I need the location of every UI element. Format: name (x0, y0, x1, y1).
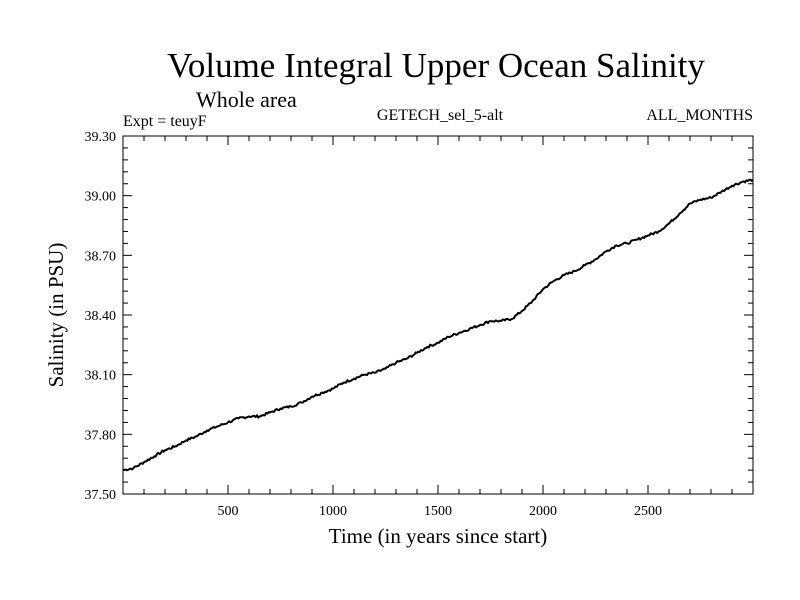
y-tick-label: 39.00 (85, 190, 117, 205)
months-label: ALL_MONTHS (646, 107, 753, 124)
y-tick-label: 38.10 (85, 369, 117, 384)
y-tick-label: 38.40 (85, 309, 117, 324)
series-line-salinity (122, 178, 754, 472)
chart-title: Volume Integral Upper Ocean Salinity (167, 46, 705, 85)
x-axis: 500 1000 1500 2000 2500 (143, 136, 733, 519)
dataset-label: GETECH_sel_5-alt (377, 107, 504, 124)
experiment-label: Expt = teuyF (123, 113, 207, 130)
x-tick-label: 2500 (634, 504, 662, 519)
y-tick-label: 38.70 (85, 249, 117, 264)
chart-subtitle: Whole area (196, 87, 297, 112)
x-tick-label: 2000 (529, 504, 557, 519)
y-tick-label: 37.80 (85, 428, 117, 443)
x-axis-label: Time (in years since start) (329, 524, 548, 548)
y-tick-label: 37.50 (85, 488, 117, 503)
x-tick-label: 1500 (424, 504, 452, 519)
x-tick-label: 500 (218, 504, 239, 519)
y-tick-label: 39.30 (85, 130, 117, 145)
y-axis: 37.50 37.80 38.10 38.40 38.70 39.00 39.30 (85, 130, 753, 503)
plot-frame (122, 135, 754, 495)
y-axis-label: Salinity (in PSU) (44, 243, 68, 388)
x-tick-label: 1000 (319, 504, 347, 519)
